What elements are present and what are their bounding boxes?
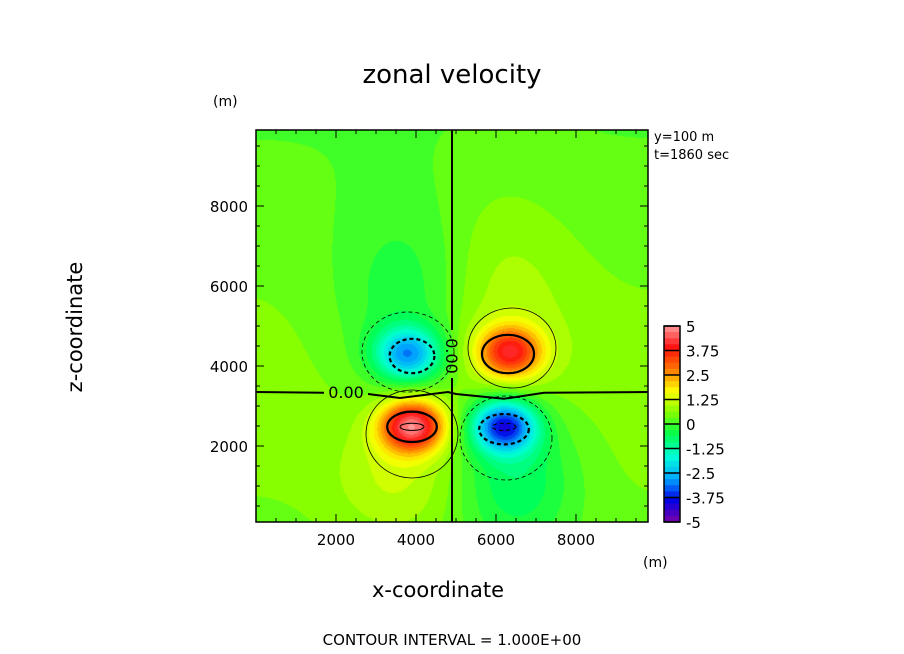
colorbar-label: 5 — [686, 318, 696, 336]
colorbar-label: -5 — [686, 514, 701, 532]
contour-line — [365, 389, 459, 479]
y-tick-label: 2000 — [210, 438, 248, 456]
colorbar-segment — [664, 368, 680, 376]
contour-interval-footer: CONTOUR INTERVAL = 1.000E+00 — [322, 631, 582, 649]
colorbar-label: 2.5 — [686, 367, 710, 385]
colorbar-segment — [664, 362, 680, 370]
annotation-y: y=100 m — [654, 130, 715, 145]
colorbar-segment — [664, 424, 680, 431]
colorbar-segment — [664, 344, 680, 351]
y-tick-label: 6000 — [210, 278, 248, 296]
y-tick-label: 8000 — [210, 198, 248, 216]
colorbar-label: -1.25 — [686, 441, 725, 459]
colorbar-segment — [664, 509, 680, 517]
colorbar-label: 3.75 — [686, 343, 719, 361]
x-unit-label: (m) — [643, 555, 668, 571]
contour-line — [480, 333, 536, 375]
colorbar-segment — [664, 491, 680, 498]
contour-line — [478, 412, 530, 446]
colorbar-frame — [663, 325, 681, 523]
colorbar-segment — [664, 430, 680, 437]
x-tick-label: 4000 — [397, 531, 435, 549]
contour-label: 0.00 — [328, 383, 364, 402]
contour-line — [491, 422, 517, 431]
colorbar-segment — [664, 411, 680, 419]
colorbar-segment — [664, 503, 680, 511]
colorbar-segment — [664, 473, 680, 480]
colorbar-segment — [664, 497, 680, 505]
colorbar-label: 0 — [686, 416, 696, 434]
chart-title: zonal velocity — [362, 60, 542, 90]
zero-contour-horizontal — [255, 390, 649, 400]
colorbar-segment — [664, 485, 680, 492]
colorbar-segment — [664, 515, 680, 523]
colorbar-segment — [664, 466, 680, 474]
colorbar-segment — [664, 356, 680, 364]
colorbar-segment — [664, 454, 680, 462]
y-unit-label: (m) — [213, 94, 238, 110]
colorbar-segment — [664, 399, 680, 407]
colorbar-label: -2.5 — [686, 465, 715, 483]
colorbar-segment — [664, 326, 680, 333]
contour-label: 0.00 — [442, 338, 461, 374]
colorbar-segment — [664, 405, 680, 413]
x-tick-label: 8000 — [557, 531, 595, 549]
contour-line — [459, 395, 553, 481]
contour-line — [467, 307, 557, 389]
colorbar-segment — [664, 479, 680, 486]
colorbar-segment — [664, 448, 680, 456]
colorbar-segment — [664, 442, 680, 449]
x-tick-label: 2000 — [317, 531, 355, 549]
colorbar-segment — [664, 460, 680, 468]
colorbar-label: -3.75 — [686, 490, 725, 508]
contour-line — [399, 422, 425, 431]
colorbar-segment — [664, 350, 680, 358]
colorbar-segment — [664, 387, 680, 394]
contour-line — [386, 410, 438, 444]
x-axis-label: x-coordinate — [372, 578, 505, 602]
x-tick-label: 6000 — [477, 531, 515, 549]
contour-line — [388, 337, 436, 375]
colorbar-segment — [664, 417, 680, 425]
colorbar-segment — [664, 381, 680, 388]
annotation-time: t=1860 sec — [654, 148, 730, 163]
colorbar-segment — [664, 436, 680, 443]
contour-line — [361, 311, 455, 393]
colorbar-segment — [664, 332, 680, 339]
colorbar-segment — [664, 393, 680, 400]
colorbar-segment — [664, 375, 680, 382]
colorbar-segment — [664, 338, 680, 345]
y-tick-label: 4000 — [210, 358, 248, 376]
colorbar-label: 1.25 — [686, 392, 719, 410]
